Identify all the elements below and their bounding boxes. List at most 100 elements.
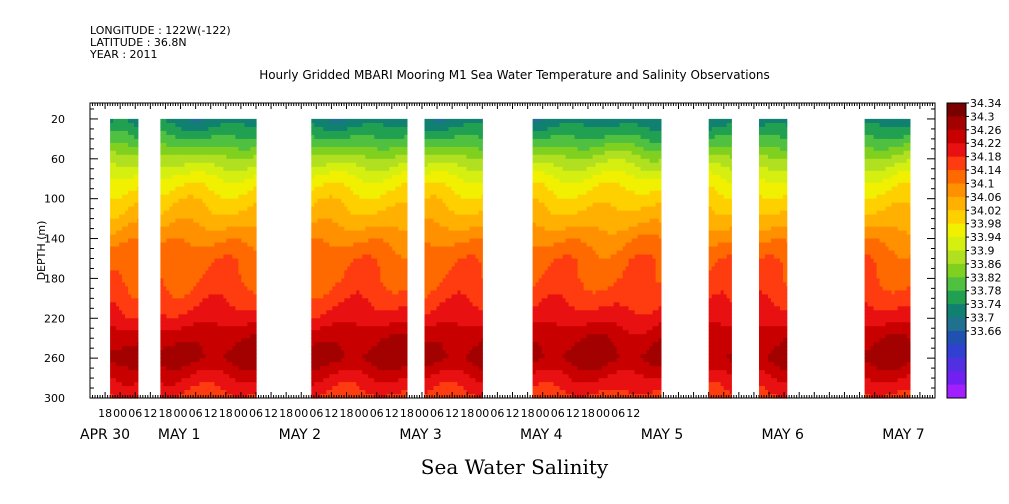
heatmap-cell [116,186,120,192]
heatmap-cell [338,262,342,268]
heatmap-cell [178,310,182,315]
heatmap-cell [356,394,360,399]
heatmap-cell [341,198,345,204]
heatmap-cell [193,354,197,359]
heatmap-cell [172,142,176,148]
heatmap-cell [220,374,224,379]
heatmap-cell [166,234,170,240]
heatmap-cell [250,206,254,212]
heatmap-cell [119,214,123,220]
heatmap-cell [329,182,333,188]
heatmap-cell [199,170,203,176]
heatmap-cell [223,254,227,260]
heatmap-cell [335,278,339,283]
heatmap-cell [326,278,330,283]
heatmap-cell [359,210,363,216]
heatmap-cell [184,118,188,124]
heatmap-cell [131,310,135,315]
heatmap-cell [169,250,173,256]
heatmap-cell [229,210,233,216]
heatmap-cell [350,202,354,208]
heatmap-cell [131,298,135,303]
heatmap-cell [214,306,218,311]
heatmap-cell [128,122,132,128]
heatmap-cell [223,158,227,164]
heatmap-cell [232,146,236,152]
heatmap-cell [214,294,218,299]
heatmap-cell [344,274,348,279]
heatmap-cell [184,346,188,351]
heatmap-cell [311,298,315,303]
heatmap-cell [122,238,126,244]
heatmap-cell [247,342,251,347]
heatmap-cell [220,314,224,319]
heatmap-cell [113,126,117,132]
heatmap-cell [202,286,206,291]
heatmap-cell [116,354,120,359]
heatmap-cell [202,310,206,315]
heatmap-cell [241,250,245,256]
heatmap-cell [131,242,135,248]
heatmap-cell [229,118,233,124]
heatmap-cell [247,230,251,236]
heatmap-cell [338,346,342,351]
heatmap-cell [110,226,114,232]
heatmap-cell [175,278,179,283]
heatmap-cell [226,158,230,164]
heatmap-cell [134,270,138,275]
heatmap-cell [229,158,233,164]
heatmap-cell [131,346,135,351]
heatmap-cell [110,378,114,383]
heatmap-cell [220,346,224,351]
heatmap-cell [332,330,336,335]
heatmap-cell [226,234,230,240]
heatmap-cell [320,262,324,268]
heatmap-cell [169,178,173,184]
heatmap-cell [232,366,236,371]
heatmap-cell [232,294,236,299]
heatmap-cell [220,246,224,252]
heatmap-cell [229,338,233,343]
heatmap-cell [247,298,251,303]
heatmap-cell [134,186,138,192]
heatmap-cell [169,354,173,359]
heatmap-cell [217,330,221,335]
heatmap-cell [208,130,212,136]
heatmap-cell [347,374,351,379]
heatmap-cell [214,178,218,184]
heatmap-cell [356,246,360,252]
heatmap-cell [344,330,348,335]
heatmap-cell [187,222,191,228]
heatmap-cell [205,298,209,303]
heatmap-cell [175,258,179,264]
heatmap-cell [160,326,164,331]
heatmap-cell [110,346,114,351]
heatmap-cell [344,294,348,299]
heatmap-cell [184,326,188,331]
heatmap-cell [332,266,336,271]
heatmap-cell [323,390,327,395]
heatmap-cell [217,286,221,291]
heatmap-cell [128,166,132,172]
heatmap-cell [184,222,188,228]
heatmap-cell [116,126,120,132]
heatmap-cell [122,270,126,275]
heatmap-cell [205,382,209,387]
heatmap-cell [205,282,209,287]
heatmap-cell [196,150,200,156]
heatmap-cell [317,138,321,144]
heatmap-cell [166,258,170,264]
heatmap-cell [110,290,114,295]
heatmap-cell [244,174,248,180]
heatmap-cell [125,382,129,387]
heatmap-cell [347,242,351,248]
heatmap-cell [184,126,188,132]
heatmap-cell [314,118,318,124]
heatmap-cell [232,234,236,240]
heatmap-cell [163,214,167,220]
heatmap-cell [131,162,135,168]
heatmap-cell [193,378,197,383]
heatmap-cell [247,150,251,156]
heatmap-cell [320,162,324,168]
heatmap-cell [235,190,239,196]
